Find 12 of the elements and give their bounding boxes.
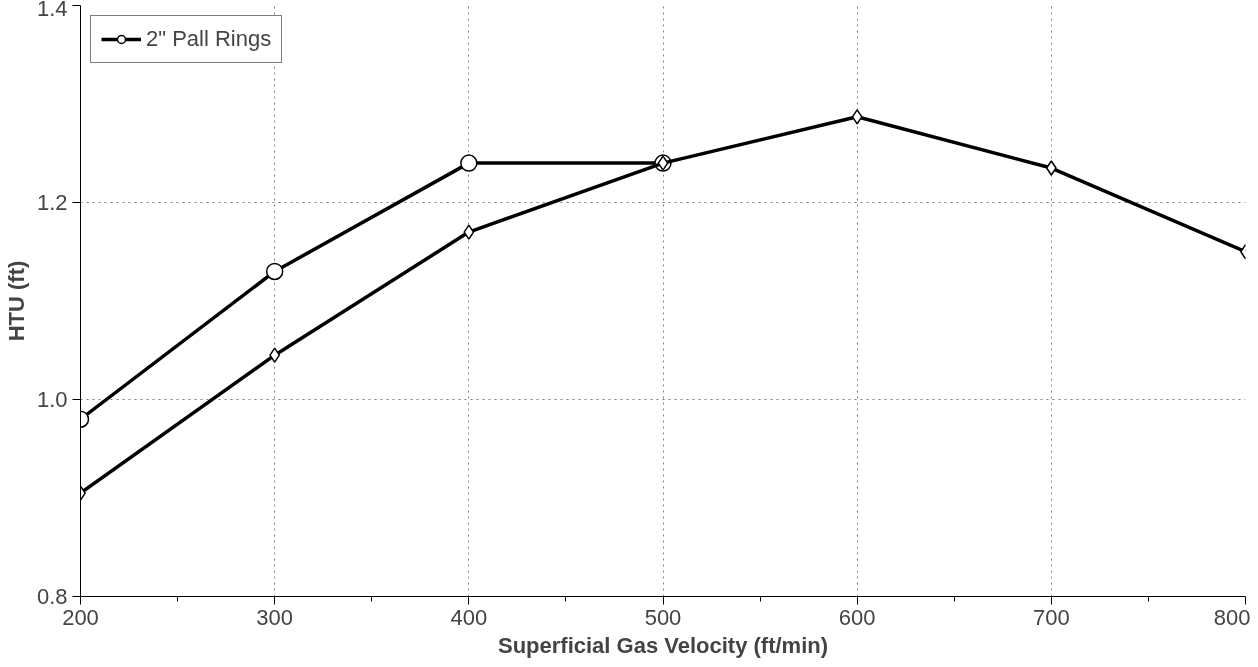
x-tick-label: 700 — [1032, 604, 1070, 630]
x-tick-label: 300 — [256, 604, 294, 630]
y-axis-title: HTU (ft) — [3, 260, 29, 342]
x-tick-label: 600 — [838, 604, 876, 630]
y-tick-label: 1.4 — [36, 0, 68, 21]
x-tick-label: 500 — [644, 604, 682, 630]
x-tick-label: 800 — [1213, 604, 1251, 630]
x-axis-title: Superficial Gas Velocity (ft/min) — [497, 632, 829, 658]
y-tick-label: 1.0 — [36, 387, 68, 412]
legend-label: 2" Pall Rings — [146, 26, 272, 52]
x-tick-label: 400 — [450, 604, 488, 630]
y-tick-label: 1.2 — [36, 190, 68, 215]
